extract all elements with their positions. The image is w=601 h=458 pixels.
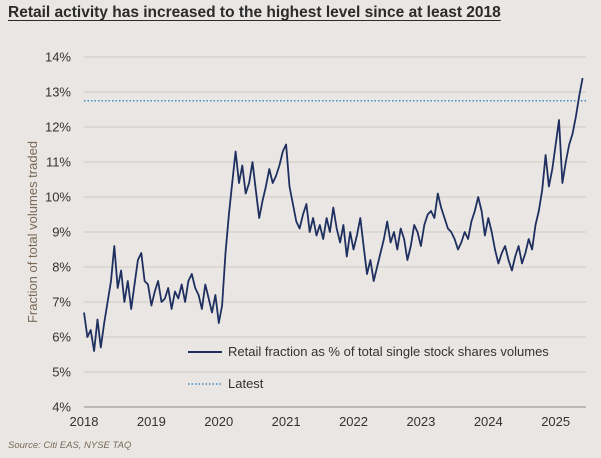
x-tick-labels: 2018 2019 2020 2021 2022 2023 2024 2025 (70, 414, 571, 429)
y-tick-labels: 4% 5% 6% 7% 8% 9% 10% 11% 12% 13% 14% (45, 50, 71, 415)
x-tick-label: 2025 (541, 414, 570, 429)
x-tick-label: 2022 (339, 414, 368, 429)
x-tick-label: 2023 (406, 414, 435, 429)
y-tick-label: 10% (45, 190, 71, 205)
y-tick-label: 5% (52, 365, 71, 380)
x-tick-label: 2024 (474, 414, 503, 429)
y-tick-label: 12% (45, 120, 71, 135)
y-tick-label: 6% (52, 330, 71, 345)
x-tick-label: 2019 (137, 414, 166, 429)
y-tick-label: 9% (52, 225, 71, 240)
y-tick-label: 4% (52, 400, 71, 415)
gridlines (84, 56, 586, 373)
legend: Retail fraction as % of total single sto… (188, 344, 549, 391)
y-tick-label: 8% (52, 260, 71, 275)
y-tick-label: 13% (45, 85, 71, 100)
x-tick-label: 2021 (272, 414, 301, 429)
y-tick-label: 7% (52, 295, 71, 310)
x-tick-label: 2018 (70, 414, 99, 429)
series-layer (83, 77, 584, 352)
chart-title: Retail activity has increased to the hig… (8, 4, 501, 21)
series-line-retail-fraction (83, 77, 584, 352)
y-tick-label: 14% (45, 50, 71, 65)
y-tick-label: 11% (46, 155, 71, 170)
y-axis-label: Fraction of total volumes traded (25, 141, 40, 323)
source-note: Source: Citi EAS, NYSE TAQ (8, 440, 132, 451)
legend-label-latest: Latest (228, 376, 264, 391)
legend-label-retail-fraction: Retail fraction as % of total single sto… (228, 344, 549, 359)
x-tick-label: 2020 (204, 414, 233, 429)
